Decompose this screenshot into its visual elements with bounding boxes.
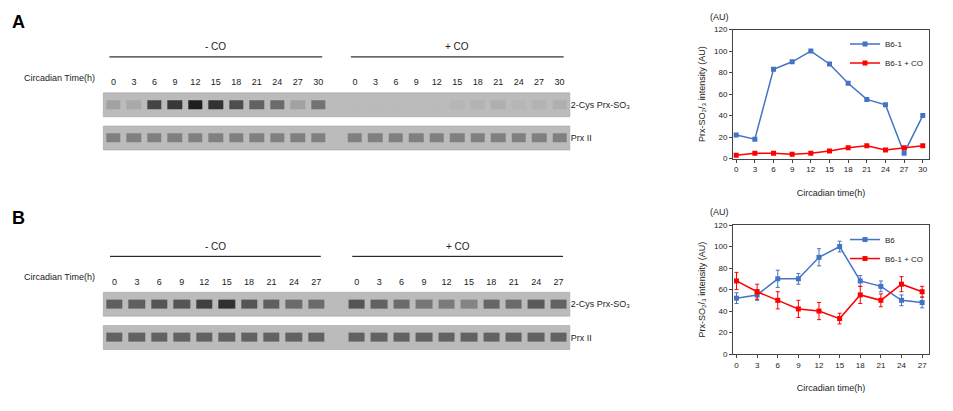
svg-text:24: 24 — [897, 361, 906, 370]
svg-text:27: 27 — [311, 277, 321, 287]
svg-text:24: 24 — [514, 77, 524, 87]
svg-text:6: 6 — [399, 277, 404, 287]
svg-text:- CO: - CO — [205, 41, 226, 52]
svg-text:0: 0 — [112, 277, 117, 287]
svg-text:30: 30 — [555, 77, 565, 87]
svg-text:21: 21 — [252, 77, 262, 87]
svg-text:12: 12 — [815, 361, 824, 370]
svg-text:Prx-SO₂/₃ intensity (AU): Prx-SO₂/₃ intensity (AU) — [697, 46, 707, 142]
svg-text:24: 24 — [272, 77, 282, 87]
svg-text:15: 15 — [211, 77, 221, 87]
svg-text:18: 18 — [844, 165, 853, 174]
svg-text:18: 18 — [231, 77, 241, 87]
svg-text:6: 6 — [771, 165, 776, 174]
svg-text:30: 30 — [918, 165, 927, 174]
svg-text:21: 21 — [862, 165, 871, 174]
svg-text:21: 21 — [267, 277, 277, 287]
svg-text:30: 30 — [313, 77, 323, 87]
svg-text:27: 27 — [293, 77, 303, 87]
svg-text:2-Cys Prx-SO₃: 2-Cys Prx-SO₃ — [571, 100, 631, 110]
svg-text:Circadian Time(h): Circadian Time(h) — [24, 73, 95, 83]
svg-text:18: 18 — [473, 77, 483, 87]
svg-text:(AU): (AU) — [710, 12, 729, 22]
svg-text:(AU): (AU) — [710, 207, 729, 217]
svg-text:3: 3 — [131, 77, 136, 87]
svg-text:6: 6 — [776, 361, 781, 370]
svg-text:+ CO: + CO — [446, 241, 470, 252]
svg-text:- CO: - CO — [205, 241, 226, 252]
svg-text:15: 15 — [464, 277, 474, 287]
svg-text:0: 0 — [734, 165, 739, 174]
svg-text:15: 15 — [825, 165, 834, 174]
svg-text:Prx II: Prx II — [571, 333, 592, 343]
svg-text:B6-1 + CO: B6-1 + CO — [885, 59, 923, 68]
svg-text:40: 40 — [719, 307, 728, 316]
svg-text:12: 12 — [199, 277, 209, 287]
svg-text:Prx-SO₂/₃ intensity (AU): Prx-SO₂/₃ intensity (AU) — [697, 242, 707, 338]
svg-text:60: 60 — [719, 90, 728, 99]
svg-text:3: 3 — [753, 165, 758, 174]
svg-text:9: 9 — [172, 77, 177, 87]
svg-text:12: 12 — [806, 165, 815, 174]
svg-text:18: 18 — [856, 361, 865, 370]
svg-text:18: 18 — [486, 277, 496, 287]
svg-text:9: 9 — [422, 277, 427, 287]
svg-text:3: 3 — [755, 361, 760, 370]
svg-text:9: 9 — [796, 361, 801, 370]
svg-text:21: 21 — [876, 361, 885, 370]
svg-text:21: 21 — [493, 77, 503, 87]
svg-text:3: 3 — [373, 77, 378, 87]
svg-text:0: 0 — [723, 154, 728, 163]
svg-text:9: 9 — [179, 277, 184, 287]
svg-text:0: 0 — [354, 277, 359, 287]
svg-text:B: B — [12, 208, 25, 228]
svg-text:B6: B6 — [885, 236, 895, 245]
svg-text:A: A — [12, 12, 25, 32]
svg-text:20: 20 — [719, 328, 728, 337]
svg-text:15: 15 — [452, 77, 462, 87]
svg-text:20: 20 — [719, 133, 728, 142]
svg-text:100: 100 — [714, 47, 728, 56]
svg-text:120: 120 — [714, 25, 728, 34]
svg-text:12: 12 — [432, 77, 442, 87]
svg-text:2-Cys Prx-SO₃: 2-Cys Prx-SO₃ — [571, 299, 631, 309]
svg-text:60: 60 — [719, 285, 728, 294]
svg-text:80: 80 — [719, 68, 728, 77]
svg-text:24: 24 — [881, 165, 890, 174]
svg-text:Circadian Time(h): Circadian Time(h) — [24, 272, 95, 282]
svg-text:12: 12 — [190, 77, 200, 87]
svg-text:3: 3 — [377, 277, 382, 287]
svg-text:24: 24 — [531, 277, 541, 287]
svg-text:B6-1 + CO: B6-1 + CO — [885, 255, 923, 264]
svg-text:40: 40 — [719, 111, 728, 120]
svg-text:9: 9 — [790, 165, 795, 174]
svg-text:+ CO: + CO — [445, 41, 469, 52]
svg-text:0: 0 — [734, 361, 739, 370]
svg-text:0: 0 — [352, 77, 357, 87]
svg-text:100: 100 — [714, 242, 728, 251]
svg-text:6: 6 — [393, 77, 398, 87]
svg-text:27: 27 — [918, 361, 927, 370]
svg-text:0: 0 — [111, 77, 116, 87]
svg-text:6: 6 — [157, 277, 162, 287]
svg-text:15: 15 — [222, 277, 232, 287]
svg-text:12: 12 — [441, 277, 451, 287]
svg-text:9: 9 — [414, 77, 419, 87]
svg-text:B6-1: B6-1 — [885, 40, 902, 49]
svg-text:27: 27 — [900, 165, 909, 174]
svg-text:6: 6 — [152, 77, 157, 87]
svg-text:120: 120 — [714, 221, 728, 230]
svg-text:Circadian time(h): Circadian time(h) — [797, 383, 866, 393]
svg-text:18: 18 — [244, 277, 254, 287]
svg-text:21: 21 — [509, 277, 519, 287]
svg-text:15: 15 — [835, 361, 844, 370]
svg-text:27: 27 — [534, 77, 544, 87]
svg-text:27: 27 — [554, 277, 564, 287]
svg-text:80: 80 — [719, 264, 728, 273]
svg-text:3: 3 — [134, 277, 139, 287]
svg-text:0: 0 — [723, 350, 728, 359]
svg-text:24: 24 — [289, 277, 299, 287]
svg-text:Prx II: Prx II — [571, 133, 592, 143]
svg-text:Circadian time(h): Circadian time(h) — [797, 188, 866, 198]
